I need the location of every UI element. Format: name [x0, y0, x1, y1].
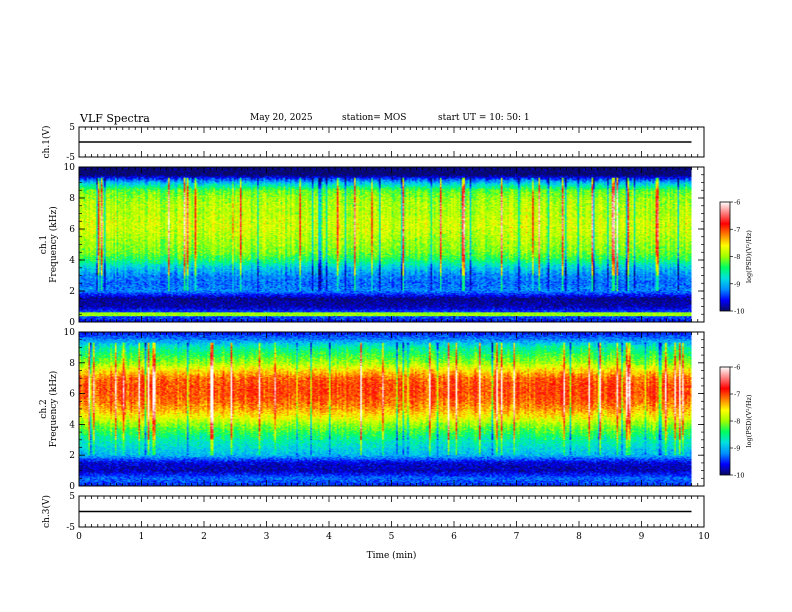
y-tick-label: -5: [66, 523, 75, 533]
y-tick-label: 5: [69, 492, 75, 502]
y-tick-label: 2: [69, 287, 75, 297]
y-axis-label: ch.2: [39, 399, 49, 418]
y-tick-label: 8: [69, 194, 75, 204]
colorbar-label: log(PSD)(V²/Hz): [745, 230, 753, 283]
spectrogram-ch1: [79, 167, 704, 322]
y-axis-label: Frequency (kHz): [48, 206, 59, 283]
colorbar-tick-label: -10: [734, 472, 744, 480]
x-tick-label: 1: [139, 532, 145, 542]
date-label: May 20, 2025: [250, 113, 313, 123]
y-tick-label: 6: [69, 225, 75, 235]
figure-title: VLF Spectra: [80, 112, 150, 125]
y-axis-label: Frequency (kHz): [48, 371, 59, 448]
x-tick-label: 0: [76, 532, 82, 542]
station-label: station= MOS: [342, 113, 407, 123]
y-tick-label: 6: [69, 390, 75, 400]
x-tick-label: 10: [698, 532, 710, 542]
y-tick-label: 8: [69, 359, 75, 369]
y-tick-label: -5: [66, 153, 75, 163]
y-axis-label: ch.3(V): [41, 495, 52, 528]
y-tick-label: 0: [69, 318, 75, 328]
x-tick-label: 8: [576, 532, 582, 542]
x-tick-label: 7: [514, 532, 520, 542]
x-tick-label: 5: [389, 532, 395, 542]
y-tick-label: 10: [64, 328, 76, 338]
colorbar-tick-label: -7: [734, 391, 740, 399]
x-tick-label: 2: [201, 532, 207, 542]
colorbar-label: log(PSD)(V²/Hz): [745, 394, 753, 447]
start-time-label: start UT = 10: 50: 1: [438, 113, 530, 123]
colorbar-tick-label: -8: [734, 418, 740, 426]
colorbar-tick-label: -8: [734, 253, 740, 261]
y-tick-label: 0: [69, 482, 75, 492]
y-tick-label: 10: [64, 163, 76, 173]
colorbar-ch2: [719, 366, 731, 476]
y-axis-label: ch.1(V): [41, 126, 52, 159]
x-tick-label: 9: [639, 532, 645, 542]
x-tick-label: 3: [264, 532, 270, 542]
colorbar-tick-label: -6: [734, 364, 740, 372]
colorbar-tick-label: -9: [734, 445, 740, 453]
y-tick-label: 4: [69, 256, 75, 266]
y-axis-label: ch.1: [39, 235, 49, 254]
colorbar-tick-label: -10: [734, 308, 744, 316]
x-tick-label: 4: [326, 532, 332, 542]
x-axis-label: Time (min): [367, 550, 417, 561]
spectrogram-ch2: [79, 332, 704, 486]
y-tick-label: 2: [69, 451, 75, 461]
colorbar-tick-label: -7: [734, 226, 740, 234]
y-tick-label: 4: [69, 420, 75, 430]
x-tick-label: 6: [451, 532, 457, 542]
colorbar-tick-label: -6: [734, 199, 740, 207]
y-tick-label: 5: [69, 123, 75, 133]
colorbar-tick-label: -9: [734, 280, 740, 288]
colorbar-ch1: [719, 201, 731, 312]
